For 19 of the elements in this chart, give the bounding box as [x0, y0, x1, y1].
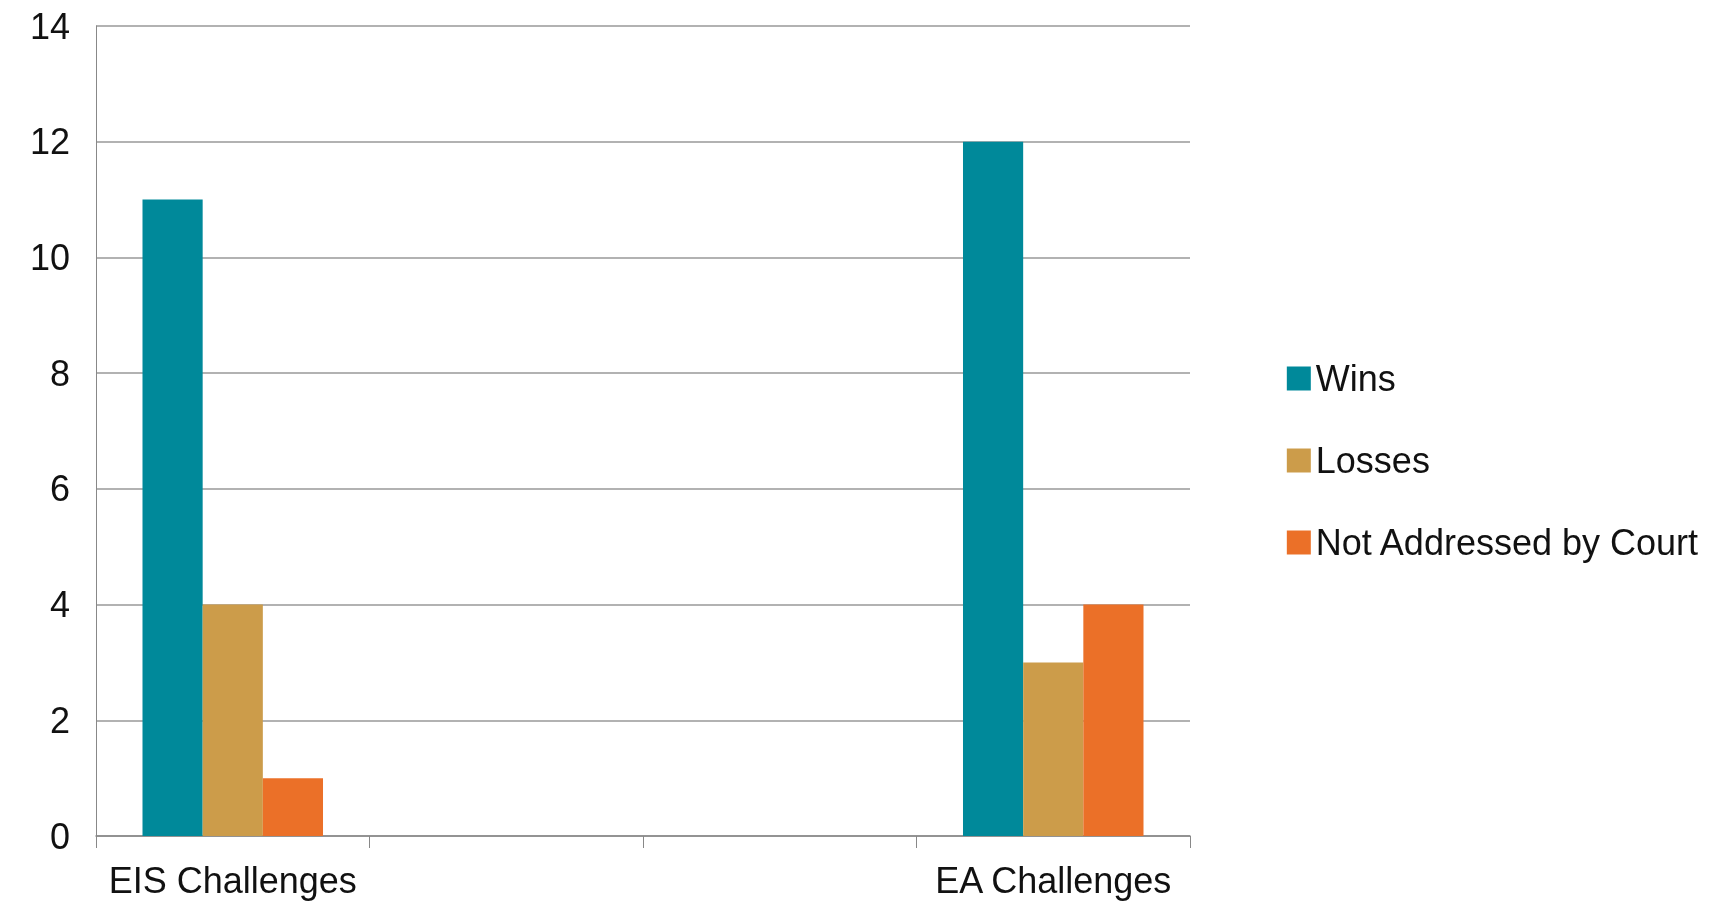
legend-label: Wins: [1315, 358, 1396, 399]
bar: [142, 199, 203, 836]
bar: [262, 778, 324, 836]
bar: [1023, 662, 1084, 836]
x-tick-label: EA Challenges: [935, 859, 1172, 901]
bar: [1083, 604, 1144, 836]
bar: [963, 141, 1024, 836]
legend-label: Not Addressed by Court: [1315, 522, 1699, 563]
bar: [202, 604, 263, 836]
x-tick-label: EIS Challenges: [108, 859, 357, 901]
y-tick-label: 2: [49, 699, 70, 741]
y-tick-label: 14: [29, 5, 70, 47]
legend-label: Losses: [1315, 440, 1430, 481]
y-tick-label: 12: [29, 121, 70, 163]
y-tick-label: 4: [49, 584, 70, 626]
y-tick-label: 8: [49, 352, 70, 394]
y-tick-label: 6: [49, 468, 70, 510]
y-tick-label: 0: [49, 815, 70, 857]
y-tick-label: 10: [29, 236, 70, 278]
